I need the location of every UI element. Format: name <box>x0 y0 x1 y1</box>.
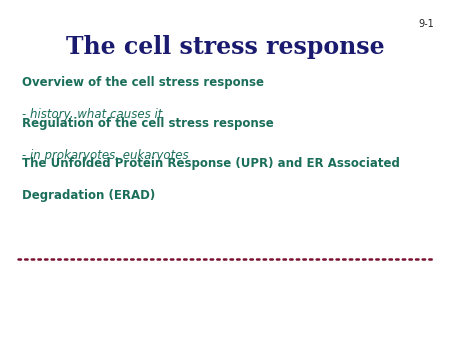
Text: - in prokaryotes, eukaryotes: - in prokaryotes, eukaryotes <box>22 149 189 162</box>
Text: Overview of the cell stress response: Overview of the cell stress response <box>22 76 265 89</box>
Text: 9-1: 9-1 <box>418 19 434 29</box>
Text: Regulation of the cell stress response: Regulation of the cell stress response <box>22 117 274 129</box>
Text: The Unfolded Protein Response (UPR) and ER Associated: The Unfolded Protein Response (UPR) and … <box>22 157 400 170</box>
Text: The cell stress response: The cell stress response <box>66 35 384 59</box>
Text: Degradation (ERAD): Degradation (ERAD) <box>22 189 156 202</box>
Text: - history, what causes it: - history, what causes it <box>22 108 163 121</box>
